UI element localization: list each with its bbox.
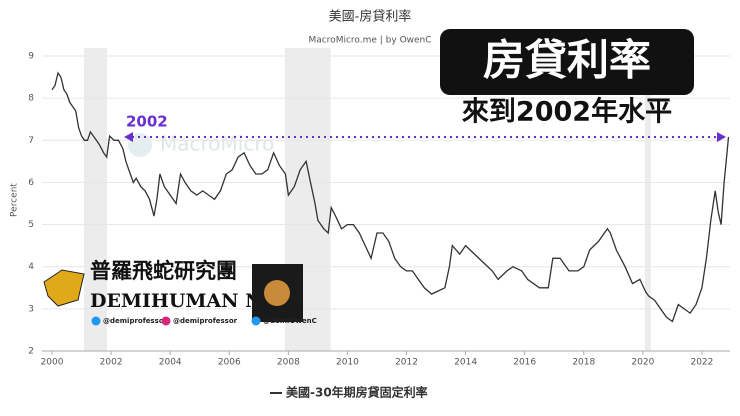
- x-tick-label: 2014: [454, 358, 477, 368]
- subheadline: 來到2002年水平: [462, 96, 672, 128]
- social-handle: @demiprofessor: [103, 317, 168, 325]
- x-tick-label: 2012: [395, 358, 418, 368]
- brand-en: DEMIHUMAN NFT: [90, 290, 290, 312]
- x-tick-label: 2018: [572, 358, 595, 368]
- chart-subtitle: MacroMicro.me | by OwenC: [308, 36, 431, 46]
- arrow-head: [124, 132, 133, 142]
- social-handle: @demiprofessor: [173, 317, 238, 325]
- y-tick-label: 2: [28, 347, 34, 357]
- x-tick-label: 2010: [336, 358, 359, 368]
- annotation-label: 2002: [126, 113, 168, 131]
- x-tick-label: 2004: [159, 358, 182, 368]
- x-tick-label: 2020: [631, 358, 654, 368]
- arrow-head: [717, 132, 726, 142]
- watermark-text: MacroMicro: [160, 132, 274, 156]
- logo-icon: [43, 269, 85, 307]
- x-tick-label: 2000: [41, 358, 64, 368]
- headline-box: [440, 29, 694, 95]
- chart-title: 美國-房貸利率: [329, 9, 412, 25]
- x-tick-label: 2006: [218, 358, 241, 368]
- legend-label: 美國-30年期房貸固定利率: [286, 385, 428, 400]
- y-tick-label: 3: [28, 304, 34, 314]
- y-tick-label: 6: [28, 178, 34, 188]
- social-icon: [91, 316, 101, 326]
- x-tick-label: 2016: [513, 358, 536, 368]
- social-icon: [161, 316, 171, 326]
- y-tick-label: 9: [28, 52, 34, 62]
- y-tick-label: 5: [28, 220, 34, 230]
- y-tick-label: 8: [28, 94, 34, 104]
- y-tick-label: 7: [28, 136, 34, 146]
- watermark: MacroMicro: [128, 132, 274, 157]
- x-tick-label: 2008: [277, 358, 300, 368]
- y-tick-label: 4: [28, 262, 34, 272]
- y-axis-label: Percent: [10, 183, 20, 217]
- brand: 普羅飛蛇研究團: [90, 259, 237, 283]
- logo-face: [264, 280, 290, 306]
- watermark-icon: [128, 133, 152, 157]
- recession-band: [644, 48, 651, 351]
- social-icon: [251, 316, 261, 326]
- social-handle: @demiOwenC: [263, 317, 317, 325]
- x-tick-label: 2022: [690, 358, 713, 368]
- x-tick-label: 2002: [100, 358, 123, 368]
- series-line: [51, 71, 730, 323]
- headline: 房貸利率: [483, 36, 651, 85]
- recession-band: [83, 48, 107, 351]
